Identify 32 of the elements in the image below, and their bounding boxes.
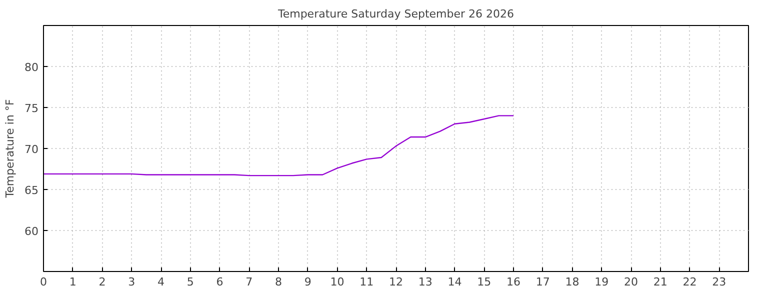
x-tick-label: 16 <box>506 276 520 288</box>
x-tick-label: 13 <box>418 276 432 288</box>
x-tick-label: 21 <box>653 276 668 288</box>
x-tick-label: 5 <box>186 276 194 288</box>
x-tick-label: 19 <box>594 276 609 288</box>
line-series <box>44 115 514 176</box>
x-tick-label: 17 <box>536 276 550 288</box>
x-tick-label: 22 <box>682 276 697 288</box>
x-tick-label: 2 <box>98 276 106 288</box>
x-tick-label: 14 <box>448 276 462 288</box>
x-tick-label: 7 <box>246 276 253 288</box>
y-tick-label: 75 <box>24 102 39 115</box>
x-tick-label: 11 <box>360 276 374 288</box>
x-tick-label: 18 <box>565 276 580 288</box>
x-tick-label: 15 <box>477 276 492 288</box>
x-tick-label: 10 <box>330 276 344 288</box>
y-axis-title: Temperature in °F <box>4 99 17 199</box>
y-tick-label: 60 <box>24 225 39 238</box>
chart-title: Temperature Saturday September 26 2026 <box>276 8 514 20</box>
x-tick-label: 4 <box>158 276 164 288</box>
x-tick-label: 3 <box>128 276 136 288</box>
y-tick-label: 80 <box>24 61 39 74</box>
x-tick-label: 12 <box>389 276 403 288</box>
x-tick-label: 20 <box>624 276 638 288</box>
x-tick-label: 1 <box>69 276 76 288</box>
x-tick-label: 6 <box>216 276 224 288</box>
x-tick-label: 0 <box>40 276 47 288</box>
x-tick-label: 9 <box>304 276 312 288</box>
y-tick-label: 70 <box>24 143 39 156</box>
x-tick-label: 23 <box>712 276 726 288</box>
x-tick-label: 8 <box>275 276 282 288</box>
y-tick-label: 65 <box>24 184 39 197</box>
